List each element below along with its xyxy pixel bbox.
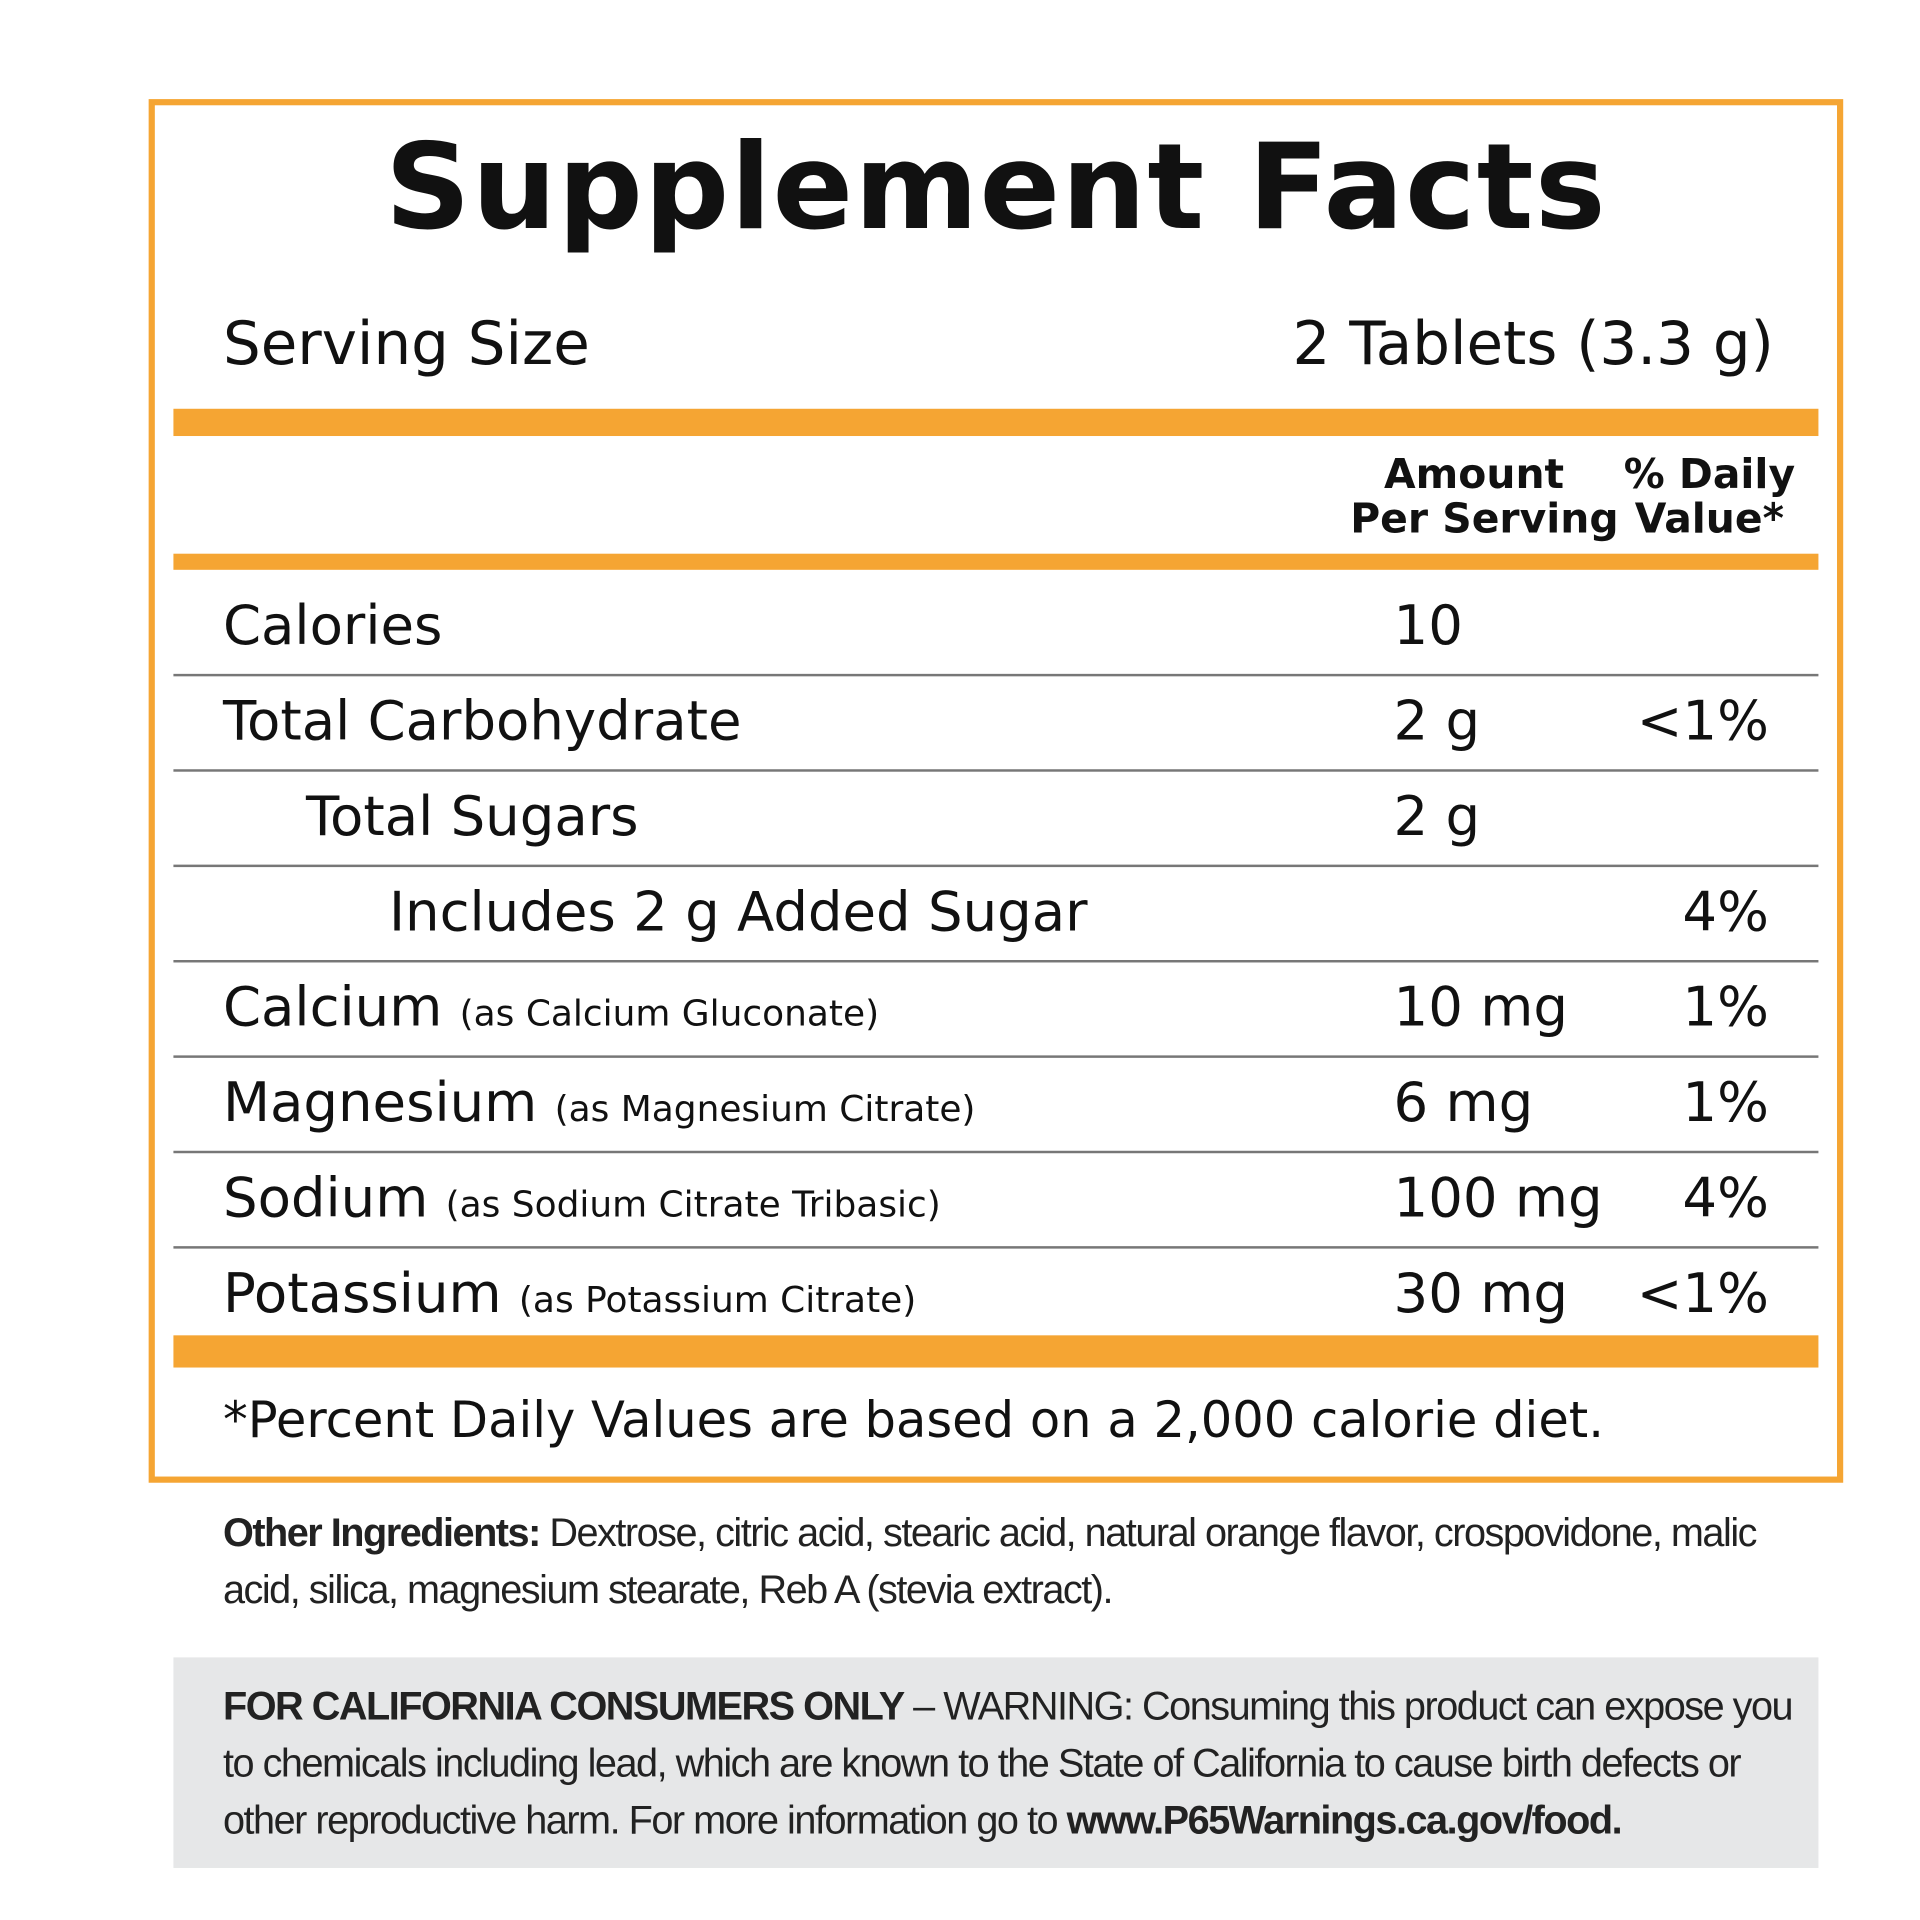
- header-line: Amount: [1384, 449, 1565, 498]
- row-name: Potassium (as Potassium Citrate): [222, 1262, 917, 1326]
- row-amount: 30 mg: [1393, 1262, 1568, 1326]
- row-amount: 10: [1393, 594, 1463, 658]
- row-detail: (as Calcium Gluconate): [459, 992, 880, 1035]
- warning-text: – WARNING: Consuming this product can ex…: [222, 1683, 1794, 1842]
- separator: [173, 673, 1819, 676]
- bar: [173, 408, 1819, 437]
- amount-header: Amount Per Serving: [1350, 449, 1619, 543]
- warning-label: FOR CALIFORNIA CONSUMERS ONLY: [222, 1683, 905, 1729]
- separator: [173, 1150, 1819, 1153]
- row-name: Total Sugars: [305, 785, 639, 849]
- separator: [173, 960, 1819, 962]
- title: Supplement Facts: [384, 117, 1607, 257]
- row-daily-value: <1%: [1636, 1262, 1769, 1326]
- row-daily-value: <1%: [1636, 689, 1769, 754]
- row-detail: (as Magnesium Citrate): [554, 1087, 976, 1130]
- row-detail: (as Sodium Citrate Tribasic): [445, 1182, 941, 1226]
- row-amount: 6 mg: [1393, 1071, 1534, 1135]
- separator: [173, 864, 1819, 867]
- row-detail: (as Potassium Citrate): [518, 1278, 917, 1321]
- separator: [173, 769, 1819, 772]
- row-name: Calories: [222, 594, 443, 658]
- row-daily-value: 4%: [1682, 1166, 1769, 1231]
- serving-value: 2 Tablets (3.3 g): [1292, 309, 1774, 380]
- other-ingredients: Other Ingredients: Dextrose, citric acid…: [223, 1504, 1809, 1618]
- serving-label: Serving Size: [222, 309, 590, 380]
- header-line: Value*: [1634, 494, 1785, 543]
- header-line: Per Serving: [1350, 494, 1619, 543]
- row-name: Total Carbohydrate: [222, 689, 742, 754]
- dv-header: % Daily Value*: [1623, 452, 1796, 541]
- footnote: *Percent Daily Values are based on a 2,0…: [222, 1392, 1604, 1450]
- row-daily-value: 1%: [1682, 1071, 1769, 1135]
- separator: [173, 1055, 1819, 1058]
- warning-link: www.P65Warnings.ca.gov/food.: [1066, 1797, 1623, 1842]
- row-name: Sodium (as Sodium Citrate Tribasic): [222, 1166, 941, 1231]
- ingredients-label: Other Ingredients:: [222, 1509, 541, 1555]
- row-name: Magnesium (as Magnesium Citrate): [222, 1071, 976, 1135]
- header-line: % Daily: [1623, 449, 1796, 498]
- row-daily-value: 4%: [1682, 880, 1769, 944]
- separator: [173, 1246, 1819, 1249]
- row-name: Calcium (as Calcium Gluconate): [222, 976, 880, 1040]
- warning-box: [173, 1657, 1819, 1868]
- row-amount: 2 g: [1393, 689, 1481, 754]
- warning: FOR CALIFORNIA CONSUMERS ONLY – WARNING:…: [223, 1677, 1809, 1848]
- row-name: Includes 2 g Added Sugar: [388, 880, 1088, 944]
- frame: [148, 99, 1844, 1483]
- row-amount: 10 mg: [1393, 976, 1568, 1040]
- row-amount: 2 g: [1393, 785, 1481, 849]
- row-daily-value: 1%: [1682, 976, 1769, 1040]
- row-amount: 100 mg: [1393, 1166, 1603, 1231]
- bar: [173, 553, 1819, 570]
- ingredients-text: Dextrose, citric acid, stearic acid, nat…: [222, 1509, 1758, 1612]
- bar: [173, 1335, 1819, 1368]
